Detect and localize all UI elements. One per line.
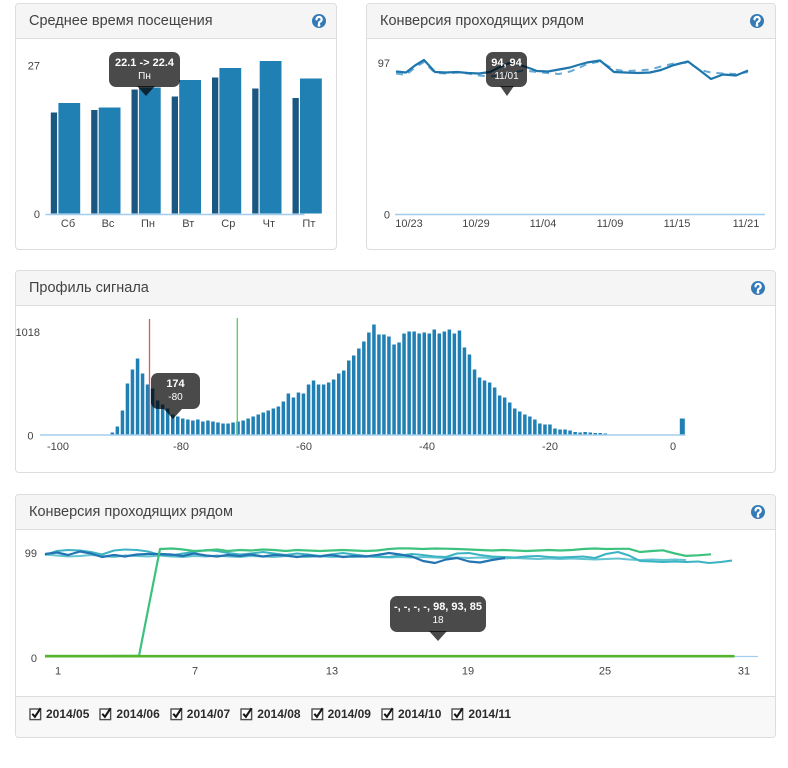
svg-text:97: 97	[378, 58, 390, 70]
svg-text:27: 27	[28, 60, 40, 72]
svg-text:11/15: 11/15	[664, 218, 691, 230]
svg-text:1018: 1018	[16, 327, 40, 339]
svg-text:-40: -40	[419, 441, 435, 453]
svg-text:-60: -60	[296, 441, 312, 453]
svg-text:1: 1	[55, 665, 61, 677]
svg-text:19: 19	[462, 665, 474, 677]
svg-text:11/04: 11/04	[530, 218, 557, 230]
svg-text:10/23: 10/23	[395, 218, 423, 230]
svg-text:Ср: Ср	[221, 218, 235, 230]
svg-text:0: 0	[34, 209, 40, 221]
svg-text:25: 25	[599, 665, 611, 677]
svg-text:Пт: Пт	[302, 218, 315, 230]
svg-text:-80: -80	[173, 441, 189, 453]
svg-text:Пн: Пн	[141, 218, 155, 230]
svg-text:Чт: Чт	[263, 218, 275, 230]
svg-text:Вс: Вс	[102, 218, 115, 230]
svg-text:0: 0	[670, 441, 676, 453]
svg-text:10/29: 10/29	[462, 218, 490, 230]
svg-text:0: 0	[31, 653, 37, 665]
svg-text:11/21: 11/21	[733, 218, 760, 230]
svg-text:31: 31	[738, 665, 750, 677]
svg-text:Вт: Вт	[182, 218, 194, 230]
svg-text:13: 13	[326, 665, 338, 677]
svg-text:0: 0	[384, 209, 390, 221]
svg-text:0: 0	[27, 430, 33, 442]
svg-text:11/09: 11/09	[597, 218, 624, 230]
svg-text:99: 99	[25, 548, 37, 560]
svg-text:Сб: Сб	[61, 218, 75, 230]
svg-text:-20: -20	[542, 441, 558, 453]
svg-text:7: 7	[192, 665, 198, 677]
svg-text:-100: -100	[47, 441, 69, 453]
